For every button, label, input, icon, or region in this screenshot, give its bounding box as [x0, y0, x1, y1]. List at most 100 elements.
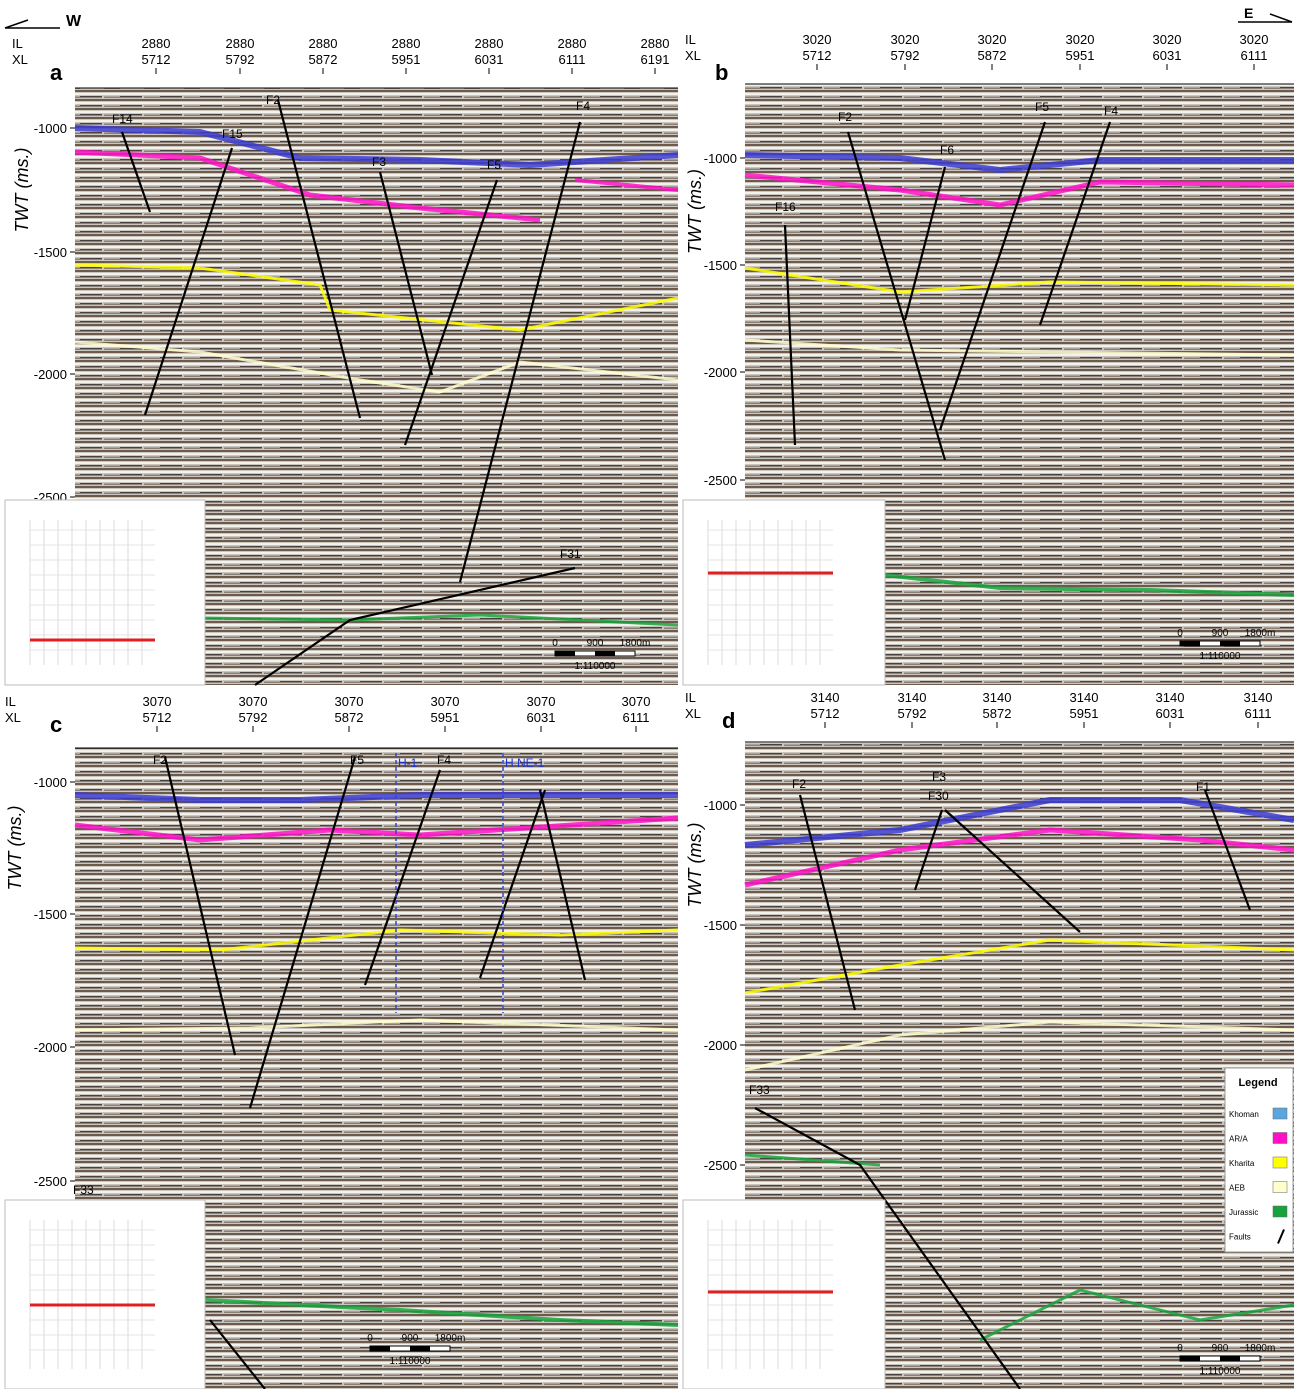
direction-arrow [1269, 13, 1293, 23]
legend-swatch [1272, 1181, 1288, 1193]
fault-label: F4 [576, 99, 590, 113]
il-value: 2880 [558, 36, 587, 51]
fault-line [1203, 789, 1252, 911]
xl-value: 5872 [309, 52, 338, 67]
il-value: 3070 [527, 694, 556, 709]
il-value: 3140 [811, 690, 840, 705]
location-inset [682, 499, 886, 686]
horizon [199, 613, 679, 627]
legend-label: Jurassic [1229, 1208, 1258, 1217]
fault-line [143, 147, 234, 416]
xl-value: 5872 [978, 48, 1007, 63]
horizon [74, 928, 679, 952]
fault-line [163, 756, 237, 1056]
horizon [744, 797, 1294, 848]
horizon [744, 938, 1294, 995]
xl-value: 5951 [431, 710, 460, 725]
il-value: 2880 [475, 36, 504, 51]
scale-tick: 900 [587, 638, 604, 649]
well-label: H-1 [398, 756, 418, 770]
xl-label: XL [12, 52, 28, 67]
fault-label: F16 [775, 200, 796, 214]
il-label: IL [685, 32, 696, 47]
fault-line [846, 131, 947, 461]
xl-value: 5792 [239, 710, 268, 725]
il-label: IL [685, 690, 696, 705]
xl-value: 6031 [527, 710, 556, 725]
il-value: 3020 [891, 32, 920, 47]
horizon [204, 1298, 679, 1327]
legend-swatch [1272, 1205, 1288, 1218]
fault-label: F2 [838, 110, 852, 124]
il-label: IL [12, 36, 23, 51]
xl-value: 5712 [142, 52, 171, 67]
il-value: 3070 [239, 694, 268, 709]
fault-line [363, 769, 442, 986]
fault-line [938, 121, 1047, 431]
well-label: H NE-1 [505, 756, 545, 770]
y-tick-label: -2500 [34, 1174, 67, 1189]
fault-line [276, 99, 362, 419]
legend-label: Khoman [1229, 1110, 1259, 1119]
fault-label: F1 [1196, 780, 1210, 794]
xl-value: 5712 [803, 48, 832, 63]
fault-line [209, 1319, 266, 1390]
legend-title: Legend [1238, 1077, 1277, 1089]
fault-label: F5 [1035, 100, 1049, 114]
xl-value: 6111 [1245, 706, 1272, 721]
fault-line [944, 809, 1081, 933]
y-axis-label: TWT (ms.) [12, 148, 32, 233]
fault-label: F4 [437, 753, 451, 767]
scale-bar [595, 651, 615, 656]
y-axis-label: TWT (ms.) [5, 806, 25, 891]
horizon [74, 340, 679, 394]
il-value: 3020 [1153, 32, 1182, 47]
direction-right: E [1244, 5, 1253, 21]
y-tick-label: -2000 [34, 1040, 67, 1055]
horizon [744, 266, 1294, 294]
scale-bar [370, 1346, 390, 1351]
fault-label: F33 [749, 1083, 770, 1097]
fault-line [798, 794, 857, 1011]
xl-value: 5792 [898, 706, 927, 721]
il-value: 3070 [431, 694, 460, 709]
fault-label: F14 [112, 112, 133, 126]
legend-swatch [1272, 1132, 1288, 1144]
il-value: 3020 [978, 32, 1007, 47]
direction-left: W [66, 13, 82, 30]
fault-label: F4 [1104, 104, 1118, 118]
il-value: 2880 [641, 36, 670, 51]
xl-value: 5951 [1066, 48, 1095, 63]
xl-value: 5951 [1070, 706, 1099, 721]
il-value: 3020 [803, 32, 832, 47]
fault-line [913, 809, 944, 891]
direction-arrow [4, 19, 29, 29]
location-inset [4, 499, 206, 686]
fault-label: F2 [266, 93, 280, 107]
scale-bar [1220, 1356, 1240, 1361]
xl-value: 5951 [392, 52, 421, 67]
scale-bar [1220, 641, 1240, 646]
xl-value: 5792 [891, 48, 920, 63]
xl-label: XL [685, 706, 701, 721]
fault-line [1038, 121, 1112, 326]
fault-label: F3 [372, 155, 386, 169]
fault-line [478, 789, 547, 979]
horizon [744, 152, 1294, 174]
fault-line [403, 179, 499, 446]
fault-label: F6 [940, 143, 954, 157]
scale-tick: 0 [1177, 628, 1183, 639]
fault-label: F15 [222, 127, 243, 141]
scale-bar [1180, 641, 1200, 646]
fault-line [754, 1107, 1021, 1390]
xl-label: XL [685, 48, 701, 63]
panel-label: b [715, 60, 728, 85]
legend-label: AR/A [1229, 1135, 1248, 1144]
legend-label: Faults [1229, 1233, 1251, 1242]
fault-line [903, 166, 947, 321]
y-tick-label: -1500 [704, 258, 737, 273]
xl-value: 5792 [226, 52, 255, 67]
scale-tick: 0 [1177, 1343, 1183, 1354]
panel-label: d [722, 708, 735, 733]
